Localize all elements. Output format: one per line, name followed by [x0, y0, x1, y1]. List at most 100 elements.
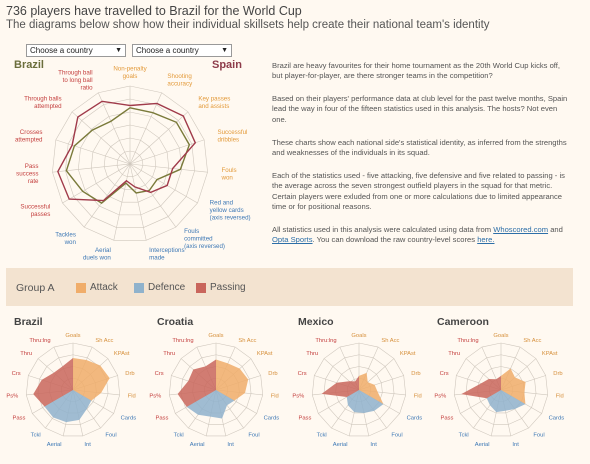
radar-spoke — [52, 163, 131, 173]
radar-chart-mexico[interactable]: Goals Sh Acc KPAst Drb Fld Cards Foul Int Aerial… — [288, 329, 430, 463]
whoscored-link[interactable]: Whoscored.com — [493, 225, 549, 234]
axis-label: Thru — [20, 351, 32, 357]
axis-label: Crs — [12, 371, 21, 377]
radar-chart-cameroon[interactable]: Goals Sh Acc KPAst Drb Fld Cards Foul Int Aerial… — [430, 329, 572, 463]
axis-label: Pass success rate — [16, 163, 39, 185]
headline: 736 players have travelled to Brazil for… — [6, 4, 302, 18]
axis-label: Thru — [306, 351, 318, 357]
chevron-down-icon: ▼ — [115, 47, 122, 54]
team-title-croatia: Croatia — [157, 316, 194, 328]
radar-area-passing — [461, 375, 501, 399]
radar-spoke — [129, 139, 205, 165]
radar-spoke — [129, 163, 147, 241]
axis-label: Ps% — [292, 394, 304, 400]
radar-area-passing — [321, 375, 359, 398]
radar-grid-ring — [52, 85, 208, 241]
axis-label: Thru:lng — [315, 338, 336, 344]
legend-passing: Passing — [196, 282, 246, 293]
team-right-label: Spain — [212, 59, 242, 71]
team-left-label: Brazil — [14, 59, 44, 71]
axis-label: Sh Acc — [238, 338, 256, 344]
country-select-left[interactable]: Choose a country ▼ — [26, 44, 126, 57]
legend-attack-label: Attack — [90, 282, 118, 293]
radar-spoke — [129, 163, 208, 173]
axis-label: Non-penalty goals — [113, 65, 147, 80]
axis-label: Cards — [121, 416, 137, 422]
axis-label: Foul — [248, 432, 259, 438]
axis-label: Int — [512, 442, 519, 448]
axis-label: Ps% — [6, 394, 18, 400]
radar-grid-ring — [465, 354, 537, 425]
axis-label: Thru:lng — [172, 338, 193, 344]
axis-label: Foul — [105, 432, 116, 438]
radar-grid-ring — [335, 366, 383, 414]
axis-label: Sh Acc — [523, 338, 541, 344]
radar-area-defence — [346, 390, 384, 413]
radar-grid-ring — [323, 354, 395, 425]
radar-area-passing — [177, 359, 216, 407]
country-select-left-value: Choose a country — [30, 46, 93, 55]
radar-spoke — [83, 163, 131, 228]
download-link[interactable]: here. — [477, 235, 495, 245]
axis-label: Goals — [351, 333, 366, 339]
axis-label: Cards — [407, 416, 423, 422]
method-paragraph: Each of the statistics used - five attac… — [272, 171, 565, 211]
group-label: Group A — [16, 282, 55, 294]
opta-link[interactable]: Opta Sports — [272, 235, 313, 245]
axis-label: KPAst — [257, 351, 273, 357]
radar-chart-brazil[interactable]: Goals Sh Acc KPAst Drb Fld Cards Foul Int Aerial… — [2, 329, 144, 463]
axis-label: Goals — [208, 333, 223, 339]
radar-spoke — [129, 111, 189, 165]
axis-label: Tackles won — [55, 232, 76, 247]
axis-label: Pass — [440, 416, 453, 422]
axis-label: Int — [370, 442, 377, 448]
axis-label: Tckl — [31, 432, 41, 438]
axis-label: Cards — [264, 416, 280, 422]
axis-label: Goals — [493, 333, 508, 339]
axis-label: KPAst — [400, 351, 416, 357]
axis-label: Successful passes — [20, 203, 50, 218]
legend-defence: Defence — [134, 282, 185, 293]
subheadline: The diagrams below show how their indivi… — [6, 19, 490, 31]
radar-grid-ring — [77, 111, 183, 216]
group-legend-bar: Group A Attack Defence Passing — [6, 268, 573, 306]
axis-label: Ps% — [434, 394, 446, 400]
radar-grid-ring — [116, 150, 144, 178]
axis-label: Pass — [12, 416, 25, 422]
radar-area-defence — [186, 390, 235, 419]
team-title-mexico: Mexico — [298, 316, 334, 328]
axis-label: Aerial — [47, 442, 62, 448]
axis-label: Drb — [553, 371, 562, 377]
axis-label: Sh Acc — [95, 338, 113, 344]
legend-attack-swatch — [76, 282, 86, 293]
radar-chart-croatia[interactable]: Goals Sh Acc KPAst Drb Fld Cards Foul Int Aerial… — [145, 329, 287, 463]
radar-spoke — [55, 139, 131, 165]
sources-middle: . You can download the raw country-level… — [312, 235, 476, 245]
axis-label: Crs — [440, 371, 449, 377]
radar-grid-ring — [90, 124, 170, 203]
sources-text: All statistics used in this analysis wer… — [272, 225, 492, 234]
radar-grid-ring — [477, 366, 525, 414]
axis-label: Foul — [391, 432, 402, 438]
radar-spoke — [129, 163, 177, 228]
axis-label: Fld — [556, 394, 564, 400]
legend-attack: Attack — [76, 282, 118, 293]
intro-paragraph: Brazil are heavy favourites for their ho… — [272, 61, 560, 81]
country-select-right[interactable]: Choose a country ▼ — [132, 44, 232, 57]
axis-label: Tckl — [459, 432, 469, 438]
team-title-cameroon: Cameroon — [437, 316, 489, 328]
axis-label: Aerial — [333, 442, 348, 448]
axis-label: Tckl — [317, 432, 327, 438]
axis-label: Tckl — [174, 432, 184, 438]
legend-passing-swatch — [196, 282, 206, 293]
axis-label: Int — [227, 442, 234, 448]
team-title-brazil: Brazil — [14, 316, 43, 328]
radar-grid-ring — [311, 342, 407, 437]
axis-label: Fouls won — [220, 167, 236, 182]
axis-label: Red and yellow cards (axis reversed) — [210, 200, 251, 222]
radar-area-attack — [501, 368, 526, 405]
radar-area-defence — [44, 390, 92, 423]
radar-grid-ring — [180, 354, 252, 425]
axis-label: Thru — [163, 351, 175, 357]
axis-label: Fouls committed (axis reversed) — [184, 228, 225, 250]
